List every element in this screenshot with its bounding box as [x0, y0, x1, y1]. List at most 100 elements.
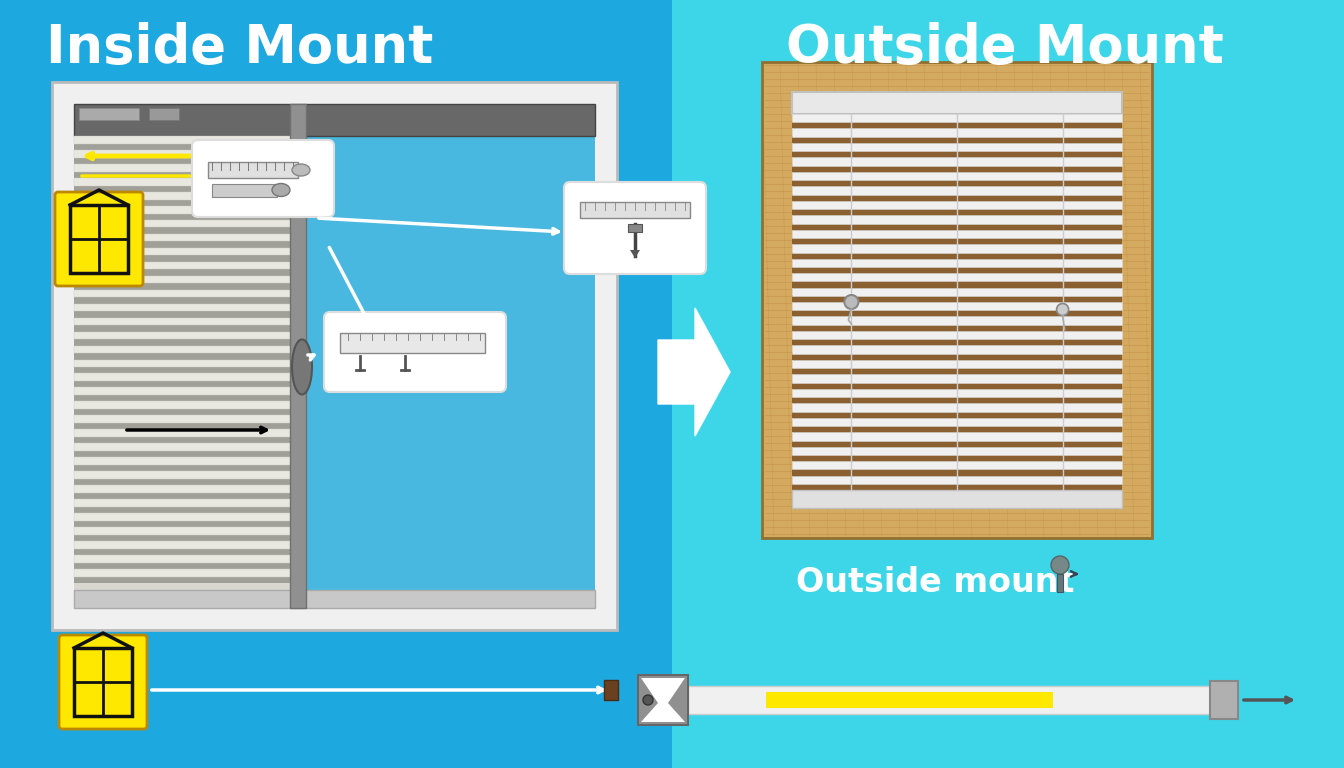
Bar	[74, 577, 298, 583]
Bar	[792, 353, 1122, 360]
Bar	[208, 162, 298, 178]
Bar	[298, 136, 595, 590]
Bar	[52, 82, 617, 630]
Bar	[74, 346, 298, 353]
Bar	[74, 527, 298, 535]
Bar	[792, 382, 1122, 389]
Bar	[792, 157, 1122, 166]
Bar	[74, 429, 298, 437]
Bar	[792, 266, 1122, 273]
Bar	[792, 403, 1122, 412]
Bar	[792, 244, 1122, 253]
Bar	[74, 290, 298, 297]
FancyBboxPatch shape	[324, 312, 505, 392]
Circle shape	[642, 695, 653, 705]
Bar	[792, 252, 1122, 259]
Bar	[74, 144, 298, 150]
Bar	[74, 220, 298, 227]
Bar	[74, 465, 298, 472]
Bar	[74, 569, 298, 577]
Bar	[70, 205, 128, 273]
Bar	[792, 432, 1122, 441]
Bar	[74, 311, 298, 318]
Bar	[766, 692, 1054, 708]
Bar	[792, 114, 1122, 122]
Bar	[792, 339, 1122, 346]
Bar	[792, 223, 1122, 230]
Bar	[792, 215, 1122, 223]
Bar	[74, 395, 298, 402]
Bar	[74, 241, 298, 248]
Bar	[792, 475, 1122, 484]
Bar	[74, 451, 298, 457]
Bar	[74, 549, 298, 555]
Bar	[792, 172, 1122, 180]
Bar	[79, 108, 138, 120]
Bar	[74, 318, 298, 326]
Bar	[74, 493, 298, 499]
Bar	[74, 164, 298, 171]
Bar	[74, 402, 298, 409]
Bar	[792, 143, 1122, 151]
Bar	[74, 303, 298, 311]
Bar	[792, 411, 1122, 418]
Bar	[74, 513, 298, 521]
Bar	[792, 230, 1122, 238]
Bar	[212, 184, 277, 197]
Bar	[74, 157, 298, 164]
Bar	[74, 206, 298, 214]
Bar	[792, 237, 1122, 244]
Bar	[792, 281, 1122, 287]
Bar	[1056, 574, 1063, 592]
Bar	[74, 479, 298, 485]
Bar	[74, 409, 298, 415]
Ellipse shape	[292, 339, 312, 395]
Bar	[792, 194, 1122, 200]
Bar	[74, 276, 298, 283]
Bar	[792, 360, 1122, 368]
Bar	[74, 457, 298, 465]
Bar	[794, 94, 1120, 506]
Text: Outside mount: Outside mount	[796, 565, 1074, 598]
Bar	[74, 373, 298, 381]
Polygon shape	[659, 308, 730, 436]
FancyBboxPatch shape	[564, 182, 706, 274]
Bar	[792, 209, 1122, 215]
Bar	[792, 346, 1122, 354]
Bar	[74, 262, 298, 270]
Bar	[74, 381, 298, 387]
Bar	[74, 270, 298, 276]
Bar	[74, 648, 132, 716]
Bar	[74, 590, 595, 608]
Bar	[1210, 681, 1238, 719]
FancyBboxPatch shape	[59, 635, 146, 729]
Bar	[340, 333, 485, 353]
Bar	[74, 359, 298, 367]
Bar	[792, 447, 1122, 455]
Bar	[792, 180, 1122, 187]
Bar	[74, 387, 298, 395]
Bar	[74, 256, 298, 262]
Bar	[792, 461, 1122, 469]
Bar	[792, 469, 1122, 475]
Bar	[792, 287, 1122, 296]
Bar	[581, 202, 689, 218]
Bar	[74, 555, 298, 563]
Bar	[792, 187, 1122, 195]
Bar	[74, 214, 298, 220]
Bar	[74, 200, 298, 206]
Bar	[74, 353, 298, 359]
Bar	[74, 535, 298, 541]
Bar	[74, 136, 298, 590]
Bar	[792, 128, 1122, 137]
Text: Inside Mount: Inside Mount	[46, 22, 434, 74]
Bar	[792, 331, 1122, 339]
Bar	[792, 316, 1122, 325]
Bar	[792, 484, 1122, 490]
Circle shape	[1056, 303, 1068, 316]
Bar	[74, 332, 298, 339]
Bar	[74, 248, 298, 256]
Ellipse shape	[271, 184, 290, 197]
Bar	[74, 227, 298, 233]
Bar	[74, 563, 298, 569]
